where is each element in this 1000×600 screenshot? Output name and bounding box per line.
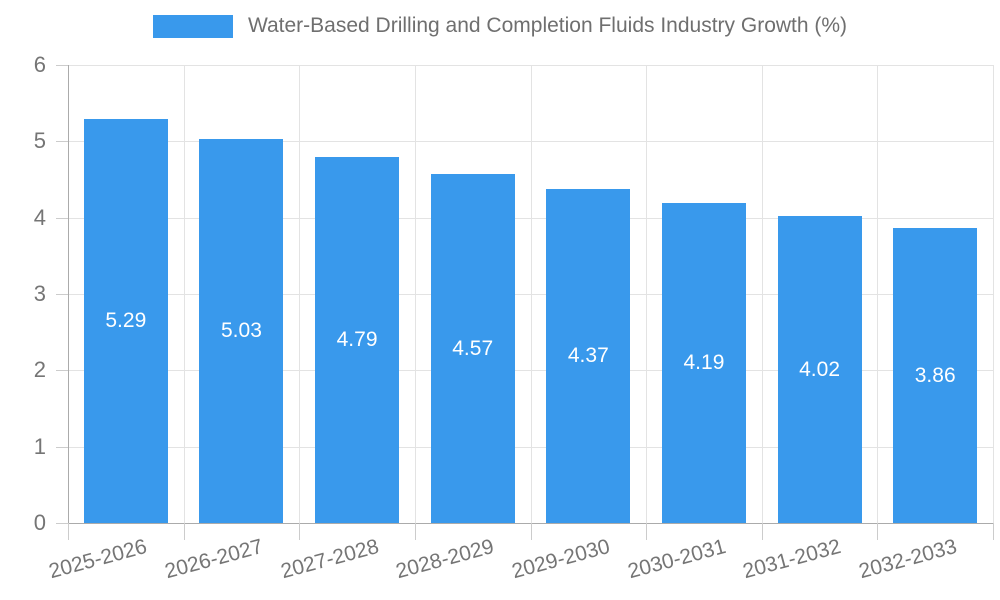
bar (430, 174, 515, 523)
y-tick-mark (56, 523, 68, 524)
x-category-label: 2026-2027 (162, 535, 266, 584)
bar-value-label: 4.57 (452, 336, 494, 360)
y-tick-label: 3 (33, 281, 46, 306)
y-axis-line (68, 65, 69, 523)
y-tick-label: 6 (33, 52, 46, 77)
y-tick-mark (56, 446, 68, 448)
bar-value-label: 4.79 (336, 328, 378, 352)
y-tick-label: 5 (33, 128, 46, 154)
chart-title: Water-Based Drilling and Completion Flui… (247, 14, 848, 37)
v-gridline (530, 65, 532, 523)
bar (661, 203, 746, 523)
y-tick-mark (56, 65, 68, 66)
v-gridline (414, 65, 416, 523)
x-tick-mark (183, 523, 185, 540)
bar (546, 189, 631, 523)
x-tick-mark (646, 523, 648, 540)
y-tick-mark (56, 141, 68, 143)
x-tick-mark (530, 523, 532, 540)
chart-legend: Water-Based Drilling and Completion Flui… (0, 14, 1000, 38)
bar-value-label: 5.03 (221, 319, 262, 343)
bar-value-label: 3.86 (914, 363, 956, 387)
v-gridline (761, 65, 763, 523)
legend-swatch (152, 14, 233, 38)
bar-value-label: 4.02 (799, 357, 840, 381)
bar (199, 139, 284, 523)
v-gridline (877, 65, 879, 523)
x-category-label: 2025-2026 (46, 535, 150, 584)
legend-item[interactable]: Water-Based Drilling and Completion Flui… (152, 14, 848, 38)
v-gridline (993, 65, 994, 523)
y-tick-label: 4 (33, 204, 46, 230)
x-category-label: 2032-2033 (856, 535, 960, 584)
y-tick-mark (56, 294, 68, 295)
bar (83, 119, 168, 523)
y-tick-label: 2 (33, 357, 46, 383)
x-tick-mark (299, 523, 301, 540)
y-tick-mark (56, 370, 68, 372)
v-gridline (299, 65, 301, 523)
x-tick-mark (993, 523, 994, 540)
x-tick-mark (414, 523, 416, 540)
bar (777, 216, 862, 523)
bar (315, 157, 400, 523)
x-category-label: 2030-2031 (624, 535, 728, 584)
bar-value-label: 4.19 (683, 351, 725, 375)
x-category-label: 2028-2029 (393, 535, 497, 584)
y-tick-label: 0 (33, 510, 46, 535)
v-gridline (183, 65, 185, 523)
v-gridline (646, 65, 648, 523)
bar-value-label: 5.29 (105, 309, 147, 333)
x-tick-mark (877, 523, 879, 540)
bar (893, 228, 978, 523)
x-category-label: 2029-2030 (509, 535, 613, 584)
bar-value-label: 4.37 (567, 344, 609, 368)
x-tick-mark (68, 523, 69, 540)
x-category-label: 2027-2028 (278, 535, 382, 584)
x-tick-mark (761, 523, 763, 540)
y-tick-mark (56, 217, 68, 219)
y-tick-label: 1 (33, 433, 46, 459)
plot-area: 5.29 5.03 4.79 4.57 4.37 4.19 4.02 3.86 (68, 65, 994, 524)
x-category-label: 2031-2032 (740, 535, 844, 584)
